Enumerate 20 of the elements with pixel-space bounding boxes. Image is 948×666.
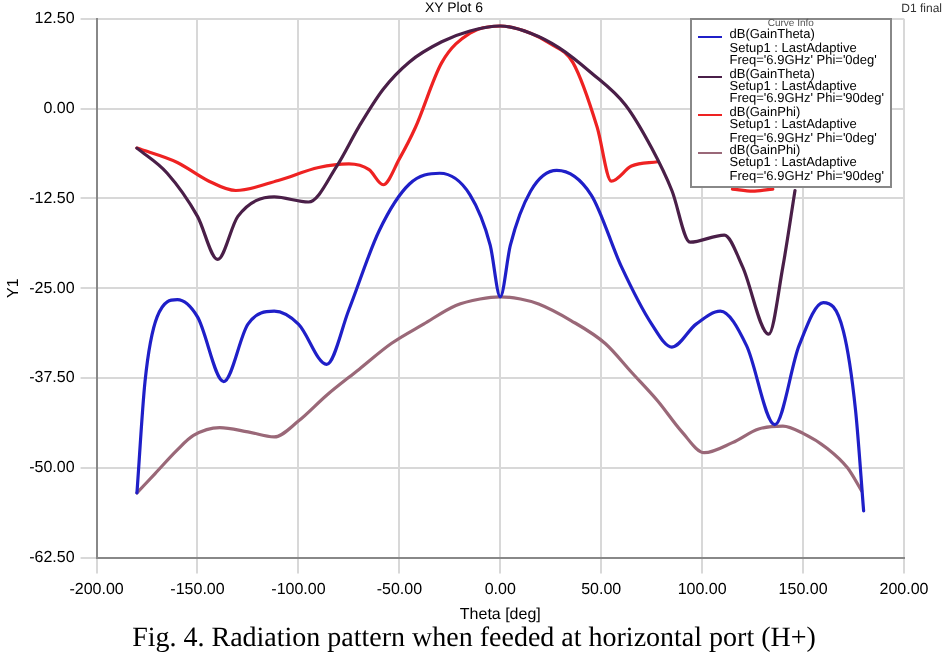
x-tick-label: 200.00 xyxy=(879,579,930,598)
y-tick-label: -50.00 xyxy=(29,458,76,477)
x-tick-label: 150.00 xyxy=(778,579,829,598)
y-tick-label: 12.50 xyxy=(34,9,76,28)
x-tick-label: 0.00 xyxy=(484,579,517,598)
x-axis-title: Theta [deg] xyxy=(459,604,541,623)
x-tick-label: -200.00 xyxy=(69,579,125,598)
x-tick-label: 100.00 xyxy=(677,579,728,598)
y-tick-label: -12.50 xyxy=(29,188,76,207)
y-tick-label: -25.00 xyxy=(29,278,76,297)
x-tick-label: -100.00 xyxy=(271,579,327,598)
y-tick-label: -37.50 xyxy=(29,368,76,387)
x-tick-label: -150.00 xyxy=(170,579,226,598)
y-axis-title: Y1 xyxy=(4,277,23,298)
y-tick-label: 0.00 xyxy=(43,99,76,118)
x-tick-label: -50.00 xyxy=(376,579,424,598)
x-tick-label: 50.00 xyxy=(581,579,623,598)
y-tick-label: -62.50 xyxy=(29,548,76,567)
caption: Fig. 4. Radiation pattern when feeded at horizontal port (H+) xyxy=(130,624,818,656)
line-series xyxy=(135,295,864,495)
